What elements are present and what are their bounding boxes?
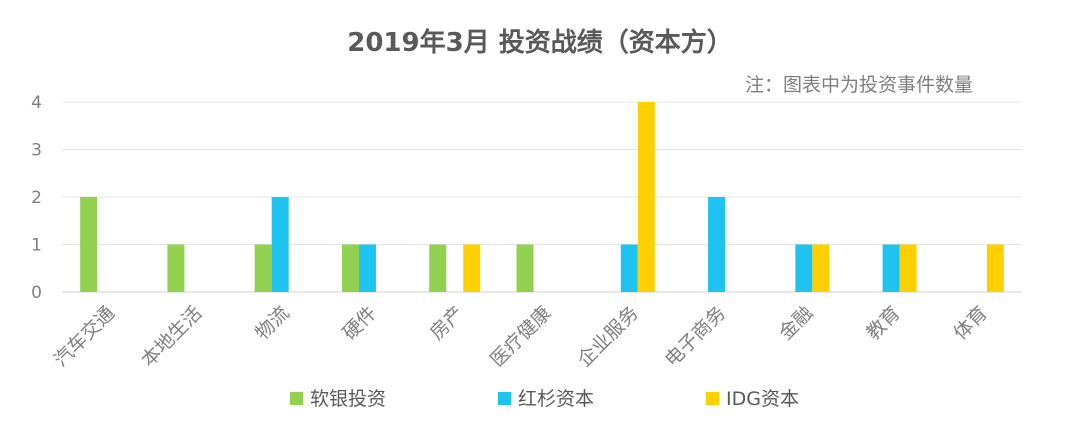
bar: [795, 244, 813, 292]
bar: [516, 244, 534, 292]
legend-swatch: [706, 392, 719, 405]
x-tick-label: 企业服务: [574, 302, 643, 371]
bar: [167, 244, 185, 292]
bar: [80, 197, 98, 292]
x-tick-label: 硬件: [339, 302, 381, 344]
bar: [899, 244, 917, 292]
x-tick-label: 体育: [949, 302, 991, 344]
x-tick-label: 医疗健康: [486, 302, 555, 371]
x-tick-label: 教育: [862, 302, 904, 344]
chart-title: 2019年3月 投资战绩（资本方）: [347, 28, 733, 58]
legend-label: 红杉资本: [518, 388, 594, 410]
x-tick-label: 汽车交通: [50, 302, 119, 371]
bar: [254, 244, 272, 292]
x-tick-label: 物流: [251, 302, 293, 344]
x-tick-label: 房产: [426, 302, 468, 344]
y-tick-label: 0: [31, 283, 42, 303]
x-tick-label: 本地生活: [137, 302, 206, 371]
bar: [708, 197, 726, 292]
legend-label: 软银投资: [310, 388, 386, 410]
bar: [620, 244, 638, 292]
x-tick-label: 电子商务: [661, 302, 730, 371]
bar: [637, 102, 655, 292]
bar: [271, 197, 289, 292]
bar: [882, 244, 900, 292]
y-tick-label: 2: [31, 188, 42, 208]
bar: [986, 244, 1004, 292]
y-tick-label: 4: [31, 93, 42, 113]
chart-note: 注：图表中为投资事件数量: [745, 74, 974, 96]
bar: [341, 244, 359, 292]
bar: [429, 244, 447, 292]
legend-label: IDG资本: [726, 388, 799, 410]
bar: [463, 244, 481, 292]
bar: [812, 244, 830, 292]
x-tick-label: 金融: [775, 302, 817, 344]
y-tick-label: 3: [31, 141, 42, 161]
legend-swatch: [498, 392, 511, 405]
legend-swatch: [290, 392, 303, 405]
bar: [358, 244, 376, 292]
y-tick-label: 1: [31, 236, 42, 256]
